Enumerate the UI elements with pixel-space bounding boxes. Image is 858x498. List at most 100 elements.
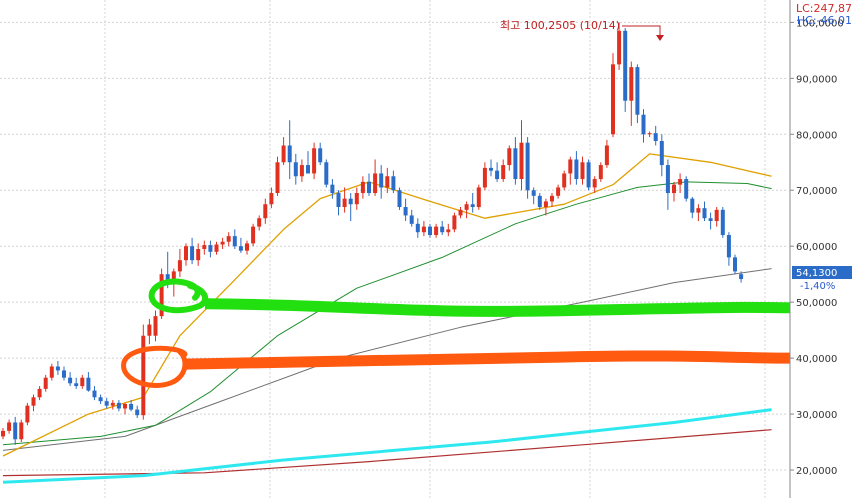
green-highlight-circle [148, 278, 209, 314]
candle-body [104, 401, 109, 406]
candle-body [458, 209, 463, 216]
candle-body [275, 162, 280, 194]
candle-body [397, 190, 402, 208]
highlight-bands [121, 278, 791, 388]
candle-body [641, 114, 646, 135]
ma-line-brown [2, 429, 772, 477]
candle-body [629, 67, 634, 101]
candle-body [440, 226, 445, 233]
candle-body [306, 165, 310, 174]
candle-body [110, 402, 115, 406]
candle-body [604, 145, 609, 166]
candle-body [226, 236, 231, 242]
candle-body [208, 245, 213, 252]
candle-body [171, 271, 176, 283]
candle-body [159, 274, 164, 317]
candle-body [55, 366, 60, 371]
candle-body [141, 335, 146, 416]
candle-body [531, 190, 536, 196]
candle-body [49, 366, 54, 378]
candle-body [678, 179, 683, 185]
candle-body [165, 274, 170, 283]
candle-body [513, 148, 518, 180]
candle-body [635, 67, 640, 115]
candle-body [574, 159, 579, 180]
candle-body [299, 165, 304, 177]
candle-body [379, 173, 384, 188]
candle-body [263, 204, 268, 219]
candle-body [550, 195, 554, 202]
candle-body [354, 193, 359, 205]
candle-body [586, 162, 591, 188]
candle-body [7, 422, 12, 431]
candle-body [476, 187, 481, 208]
candle-body [421, 226, 426, 233]
candle-body [489, 167, 493, 171]
candle-body [391, 176, 396, 191]
candle-body [519, 142, 524, 180]
price-axis: 20,0000 30,0000 40,0000 50,0000 60,0000 70,00… [789, 0, 844, 498]
candle-body [537, 195, 542, 208]
candle-body [25, 405, 30, 423]
candle-body [452, 215, 457, 230]
candle-body [403, 207, 408, 216]
candle-body [592, 179, 597, 188]
candle-body [135, 409, 140, 416]
candle-body [13, 422, 18, 440]
axis-tick-label: 30,0000 [796, 410, 837, 421]
candle-body [31, 397, 36, 406]
axis-tick-label: 90,0000 [796, 74, 837, 85]
axis-tick-label: 60,0000 [796, 242, 837, 253]
candle-body [446, 229, 451, 233]
moving-average-lines [2, 153, 772, 484]
candle-body [281, 145, 286, 163]
candle-body [562, 173, 567, 188]
axis-tick-label: 70,0000 [796, 186, 837, 197]
candle-body [690, 198, 695, 213]
candle-body [482, 167, 487, 188]
candle-body [98, 397, 103, 402]
candle-body [726, 235, 731, 258]
candle-body [92, 390, 97, 398]
candle-body [238, 246, 243, 251]
candle-body [428, 226, 432, 236]
green-highlight-line [204, 298, 791, 317]
candle-body [623, 30, 628, 101]
candle-body [708, 218, 713, 222]
candle-body [495, 170, 500, 180]
candle-body [19, 422, 24, 440]
candle-body [611, 64, 615, 135]
candle-body [342, 198, 347, 208]
candle-body [336, 193, 341, 208]
last-price-box [792, 266, 852, 279]
arrow-head-icon [656, 35, 664, 41]
candle-body [147, 324, 152, 336]
candle-body [196, 249, 201, 261]
candle-body [501, 165, 506, 180]
indicator-lc-label: LC:247,87 [796, 2, 852, 15]
candle-body [287, 145, 292, 163]
candle-body [68, 377, 73, 384]
candle-body [696, 208, 701, 213]
axis-tick-label: 80,0000 [796, 130, 837, 141]
candle-body [373, 173, 378, 194]
ma-line-cyan [2, 408, 772, 484]
last-price-label: 54,1300 [796, 268, 837, 279]
candle-body [647, 133, 652, 135]
candle-body [269, 193, 274, 205]
candle-body [80, 377, 85, 387]
candle-body [665, 165, 670, 194]
candle-body [720, 209, 725, 236]
candle-body [86, 377, 91, 391]
candles [1, 22, 744, 445]
candle-body [739, 274, 744, 280]
candle-body [598, 165, 603, 180]
high-annotation-arrow [622, 25, 661, 38]
candle-body [714, 209, 719, 222]
axis-tick-label: 50,0000 [796, 298, 837, 309]
candle-body [37, 388, 42, 398]
candle-body [330, 184, 335, 194]
candle-body [214, 244, 219, 252]
